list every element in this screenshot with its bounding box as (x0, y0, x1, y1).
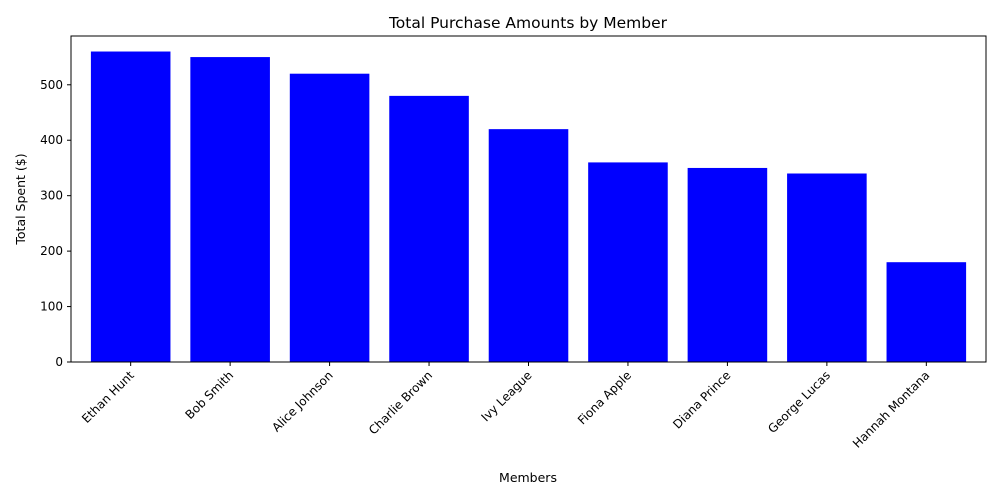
bar-bob-smith (190, 57, 270, 362)
bar-hannah-montana (886, 262, 967, 362)
x-tick-label: Diana Prince (670, 368, 733, 431)
bar-diana-prince (687, 167, 768, 362)
x-tick-label: Alice Johnson (269, 368, 335, 434)
y-tick-label: 400 (40, 133, 63, 147)
x-tick-label: Bob Smith (183, 368, 237, 422)
bar-ethan-hunt (90, 51, 171, 363)
y-axis: 0 100 200 300 400 500 (40, 78, 71, 369)
bar-george-lucas (787, 173, 867, 362)
x-axis: Ethan Hunt Bob Smith Alice Johnson Charlie … (79, 362, 932, 451)
chart-title: Total Purchase Amounts by Member (388, 14, 668, 32)
bar-charlie-brown (389, 95, 469, 362)
bar-ivy-league (488, 129, 569, 362)
x-tick-label: Ivy League (478, 368, 534, 424)
bars-group (90, 51, 967, 363)
y-tick-label: 500 (40, 78, 63, 92)
bar-alice-johnson (289, 73, 370, 362)
x-tick-label: Ethan Hunt (79, 368, 137, 426)
x-tick-label: Hannah Montana (850, 368, 933, 451)
x-tick-label: George Lucas (765, 368, 833, 436)
y-tick-label: 200 (40, 244, 63, 258)
y-tick-label: 100 (40, 300, 63, 314)
bar-fiona-apple (588, 162, 668, 362)
y-tick-label: 0 (55, 355, 63, 369)
y-axis-label: Total Spent ($) (13, 153, 28, 245)
x-tick-label: Fiona Apple (575, 368, 634, 427)
y-tick-label: 300 (40, 189, 63, 203)
x-axis-label: Members (499, 470, 557, 485)
x-tick-label: Charlie Brown (366, 368, 435, 437)
